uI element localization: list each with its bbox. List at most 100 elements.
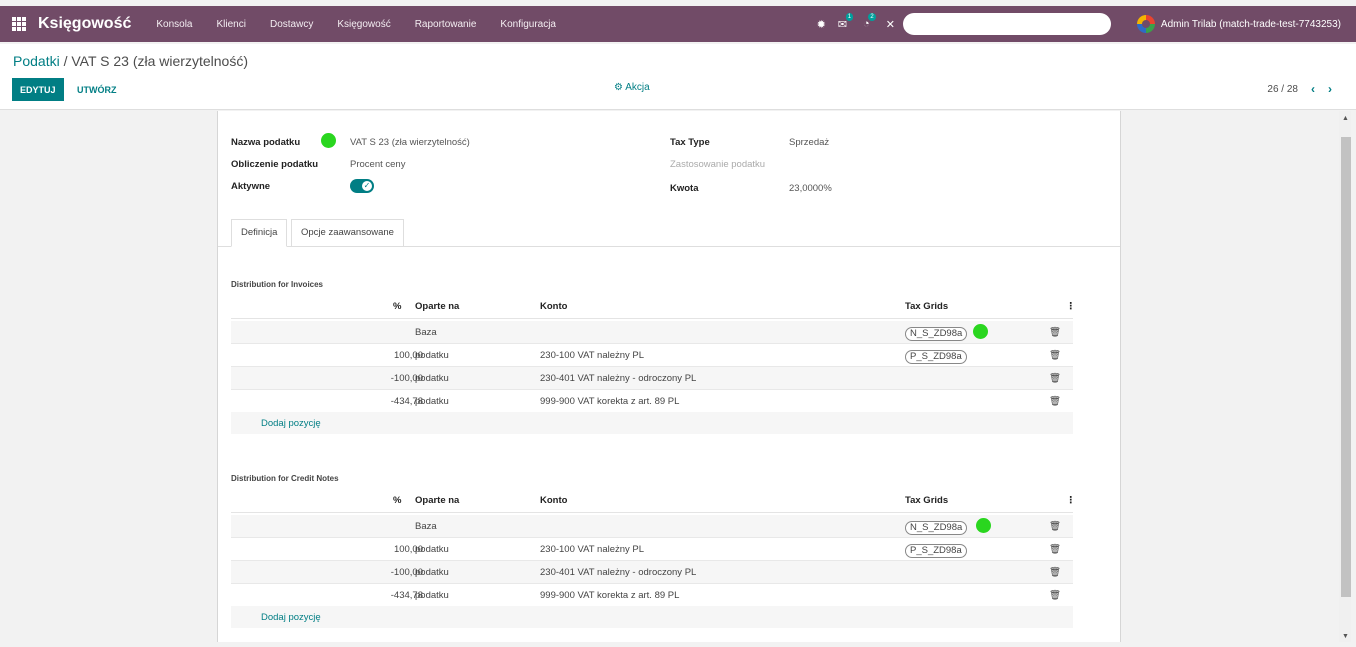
row-based-on: podatku [415,544,449,555]
tax-grid-tag[interactable]: P_S_ZD98a [905,544,967,558]
menu-klienci[interactable]: Klienci [216,18,246,30]
active-toggle[interactable]: ✓ [350,179,374,193]
col-account[interactable]: Konto [540,495,568,506]
breadcrumb: Podatki / VAT S 23 (zła wierzytelność) [13,53,248,69]
menu-raportowanie[interactable]: Raportowanie [414,18,477,30]
status-indicator-dot [321,133,336,148]
row-account: 999-900 VAT korekta z art. 89 PL [540,396,680,407]
trash-icon[interactable]: 🗑 [1049,521,1062,532]
col-percent[interactable]: % [393,301,402,312]
credit-notes-grid-header: % Oparte na Konto Tax Grids ⋮ [231,487,1076,513]
row-percent: -100,00 [390,567,423,578]
tab-opcje-zaawansowane[interactable]: Opcje zaawansowane [291,219,404,247]
add-line-link[interactable]: Dodaj pozycję [261,612,321,623]
table-row[interactable]: 100,00 podatku 230-100 VAT należny PL P_… [231,538,1073,561]
breadcrumb-current: VAT S 23 (zła wierzytelność) [71,53,248,69]
row-based-on: podatku [415,350,449,361]
trash-icon[interactable]: 🗑 [1049,590,1062,601]
trash-icon[interactable]: 🗑 [1049,350,1062,361]
credit-notes-section-title: Distribution for Credit Notes [231,474,339,483]
row-based-on: Baza [415,521,437,532]
tax-type-value[interactable]: Sprzedaż [789,137,830,148]
table-row[interactable]: Baza N_S_ZD98a 🗑 [231,321,1073,344]
search-input[interactable] [902,13,1111,35]
create-button[interactable]: UTWÓRZ [71,78,123,101]
col-based-on[interactable]: Oparte na [415,301,460,312]
app-name[interactable]: Księgowość [38,15,132,32]
company-logo-icon [1136,15,1155,33]
tax-type-label: Tax Type [670,137,710,148]
tools-icon[interactable]: ✕ [885,18,895,31]
user-menu[interactable]: Admin Trilab (match-trade-test-7743253) [1160,18,1341,30]
tax-grid-tag[interactable]: N_S_ZD98a [905,327,968,341]
col-tax-grids[interactable]: Tax Grids [905,301,949,312]
menu-konsola[interactable]: Konsola [156,18,193,30]
table-row[interactable]: -434,78 podatku 999-900 VAT korekta z ar… [231,584,1073,607]
amount-value[interactable]: 23,0000% [789,183,832,194]
trash-icon[interactable]: 🗑 [1049,567,1062,578]
tab-definicja[interactable]: Definicja [231,219,288,247]
row-based-on: podatku [415,373,449,384]
col-based-on[interactable]: Oparte na [415,495,460,506]
trash-icon[interactable]: 🗑 [1049,544,1062,555]
menu-konfiguracja[interactable]: Konfiguracja [500,18,556,30]
scroll-up-icon[interactable]: ▲ [1342,115,1349,122]
row-based-on: podatku [415,590,449,601]
messages-icon[interactable]: ✉ 1 [837,12,854,31]
add-line-link[interactable]: Dodaj pozycję [261,418,321,429]
row-based-on: podatku [415,396,449,407]
col-account[interactable]: Konto [540,301,568,312]
chevron-right-icon[interactable]: › [1328,82,1332,96]
activities-badge: 2 [868,13,876,21]
check-icon: ✓ [362,181,372,191]
trash-icon[interactable]: 🗑 [1049,396,1062,407]
pager-value[interactable]: 26 / 28 [1267,83,1298,95]
table-row[interactable]: -100,00 podatku 230-401 VAT należny - od… [231,367,1073,390]
table-row[interactable]: Baza N_S_ZD98a 🗑 [231,515,1073,538]
col-percent[interactable]: % [393,495,402,506]
col-tax-grids[interactable]: Tax Grids [905,495,949,506]
table-row[interactable]: -100,00 podatku 230-401 VAT należny - od… [231,561,1073,584]
row-account: 230-401 VAT należny - odroczony PL [540,373,697,384]
row-percent: -434,78 [390,396,423,407]
edit-button[interactable]: EDYTUJ [12,78,64,101]
computation-label: Obliczenie podatku [231,159,319,170]
column-options-icon[interactable]: ⋮ [1066,301,1076,312]
table-row[interactable]: 100,00 podatku 230-100 VAT należny PL P_… [231,344,1073,367]
form-sheet: Nazwa podatku VAT S 23 (zła wierzytelnoś… [217,111,1121,642]
scrollbar-thumb[interactable] [1341,137,1351,597]
tax-grid-tag[interactable]: P_S_ZD98a [905,350,967,364]
notebook-tabs: Definicja Opcje zaawansowane [218,219,1120,247]
menu-dostawcy[interactable]: Dostawcy [269,18,314,30]
tax-grid-tag[interactable]: N_S_ZD98a [905,521,968,535]
trash-icon[interactable]: 🗑 [1049,327,1062,338]
indicator-dot [973,324,988,339]
breadcrumb-parent[interactable]: Podatki [13,53,60,69]
activities-icon[interactable]: ◔ 2 [863,13,876,30]
bug-icon[interactable]: ✹ [816,18,826,31]
chevron-left-icon[interactable]: ‹ [1311,82,1315,96]
action-menu[interactable]: ⚙ Akcja [614,82,650,93]
tax-scope-label: Zastosowanie podatku [670,159,766,170]
navbar-systray: ✹ ✉ 1 ◔ 2 ✕ Admin Trilab (match-trade-test… [817,6,1356,42]
computation-value[interactable]: Procent ceny [350,159,406,170]
invoices-section-title: Distribution for Invoices [231,280,324,289]
row-account: 230-401 VAT należny - odroczony PL [540,567,697,578]
column-options-icon[interactable]: ⋮ [1066,495,1076,506]
active-label: Aktywne [231,181,271,192]
gear-icon: ⚙ [614,82,623,93]
amount-label: Kwota [670,183,699,194]
action-label: Akcja [625,82,650,93]
tax-name-value[interactable]: VAT S 23 (zła wierzytelność) [350,137,470,148]
vertical-scrollbar[interactable]: ▲ ▼ [1339,111,1351,642]
row-percent: 100,00 [393,350,423,361]
tax-name-label: Nazwa podatku [231,137,301,148]
top-navbar: Księgowość Konsola Klienci Dostawcy Księ… [0,6,1356,42]
messages-badge: 1 [845,12,854,21]
menu-ksiegowosc[interactable]: Księgowość [337,18,391,30]
table-row[interactable]: -434,78 podatku 999-900 VAT korekta z ar… [231,390,1073,413]
apps-menu-icon[interactable] [12,17,26,31]
trash-icon[interactable]: 🗑 [1049,373,1062,384]
row-account: 999-900 VAT korekta z art. 89 PL [540,590,680,601]
scroll-down-icon[interactable]: ▼ [1342,633,1349,640]
